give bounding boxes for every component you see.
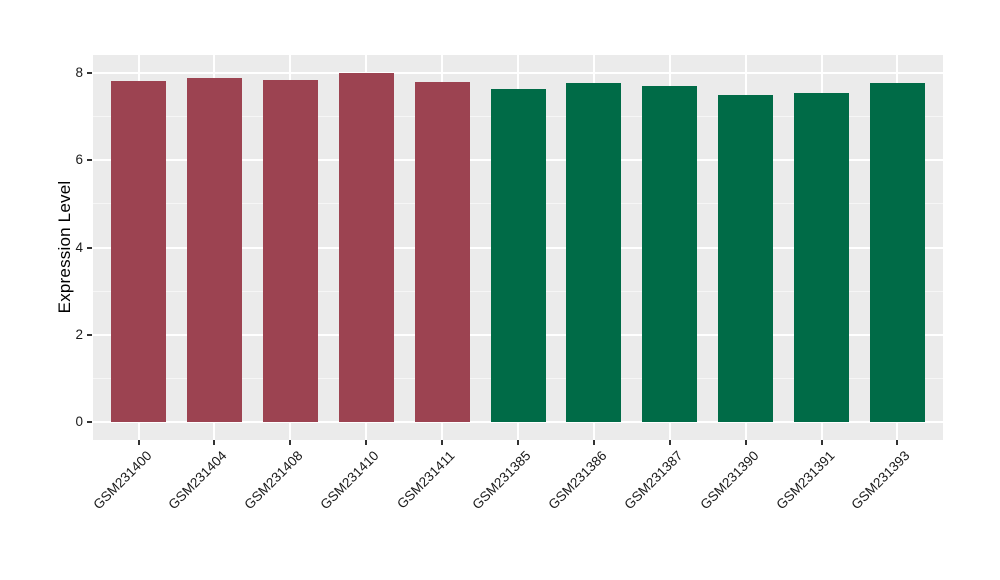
x-tick-mark [137,440,140,445]
y-tick-label: 8 [75,64,83,80]
x-tick-mark [365,440,368,445]
x-tick-mark [668,440,671,445]
y-tick-label: 2 [75,326,83,342]
bar-GSM231390 [718,95,774,423]
plot-panel [93,55,943,440]
x-tick-mark [213,440,216,445]
bar-GSM231400 [111,81,167,423]
y-tick-mark [87,71,92,74]
bar-GSM231408 [262,80,318,423]
bar-GSM231410 [338,72,394,423]
y-tick-mark [87,246,92,249]
bar-GSM231385 [490,88,546,423]
y-tick-mark [87,159,92,161]
x-tick-mark [441,440,444,445]
x-tick-mark [289,440,292,445]
y-tick-label: 0 [75,414,83,430]
x-tick-mark [820,440,823,445]
bar-GSM231386 [566,82,622,423]
y-tick-label: 4 [75,239,83,255]
bar-GSM231393 [869,82,925,423]
bar-GSM231411 [414,82,470,423]
x-tick-mark [744,440,747,445]
x-tick-label: GSM231400 [89,448,155,513]
bar-GSM231387 [642,86,698,423]
y-tick-mark [87,333,92,336]
x-tick-mark [896,440,899,445]
x-tick-mark [517,440,519,445]
bar-GSM231404 [186,77,242,423]
y-tick-label: 6 [75,152,83,167]
y-tick-mark [87,421,92,424]
bar-GSM231391 [794,92,850,423]
x-tick-mark [592,440,595,445]
